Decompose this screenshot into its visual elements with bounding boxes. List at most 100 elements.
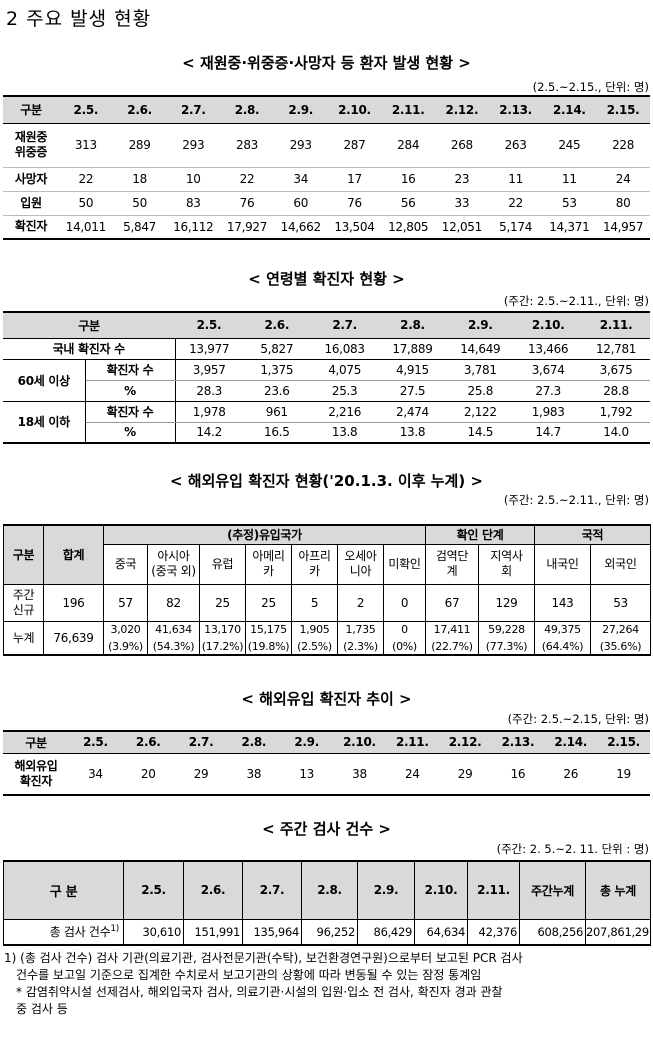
row-label: 입원 bbox=[3, 191, 59, 216]
table-cell: 13.8 bbox=[310, 422, 379, 444]
table-cell: 27,264 bbox=[590, 621, 652, 638]
column-subheader: 외국인 bbox=[590, 543, 652, 585]
table-cell: 25 bbox=[245, 583, 292, 622]
table5-unit: (주간: 2. 5.~2. 11. 단위 : 명) bbox=[496, 842, 649, 856]
table-cell: (19.8%) bbox=[245, 638, 292, 656]
column-header: 2.12. bbox=[435, 95, 489, 124]
table-cell: 14.7 bbox=[514, 422, 583, 444]
table-cell: 13,170 bbox=[199, 621, 246, 638]
table-row: 국내 확진자 수 13,977 5,827 16,083 17,889 14,649 13,… bbox=[3, 338, 650, 360]
table-cell: 22 bbox=[488, 191, 543, 216]
table-cell: 1,792 bbox=[582, 401, 650, 423]
table-cell: 608,256 bbox=[519, 918, 586, 946]
table-cell: 30,610 bbox=[123, 918, 184, 946]
table-cell: 0 bbox=[382, 583, 427, 622]
table1-unit: (2.5.~2.15., 단위: 명) bbox=[532, 80, 649, 94]
weekly-tests-table: 구 분 2.5. 2.6. 2.7. 2.8. 2.9. 2.10. 2.11. 주간누계 총 누… bbox=[3, 860, 651, 946]
table-cell: 16 bbox=[381, 167, 436, 192]
table-cell: 25 bbox=[199, 583, 246, 622]
table-cell: 2,216 bbox=[310, 401, 379, 423]
column-header: 2.7. bbox=[174, 730, 228, 754]
column-header: 2.6. bbox=[121, 730, 175, 754]
table-cell: 38 bbox=[333, 753, 386, 796]
row-label: 누계 bbox=[3, 620, 44, 656]
table-cell: 5,847 bbox=[112, 215, 167, 240]
table-cell: 67 bbox=[425, 583, 480, 622]
table-cell: 3,675 bbox=[582, 359, 650, 381]
table-cell: (22.7%) bbox=[425, 638, 480, 656]
table-row: 사망자 22 18 10 22 34 17 16 23 11 11 24 bbox=[3, 167, 650, 192]
table-cell: 17,889 bbox=[378, 338, 447, 360]
table-cell: 96,252 bbox=[301, 918, 358, 946]
table-cell: 287 bbox=[327, 123, 382, 168]
column-header: 2.11. bbox=[381, 95, 436, 124]
row-sublabel: % bbox=[85, 380, 176, 402]
table-cell: 10 bbox=[166, 167, 221, 192]
table-cell: (77.3%) bbox=[478, 638, 536, 656]
table-cell: 53 bbox=[542, 191, 597, 216]
table4-unit: (주간: 2.5.~2.15, 단위: 명) bbox=[507, 712, 649, 726]
table-cell: 3,957 bbox=[175, 359, 243, 381]
table-cell: 14,662 bbox=[273, 215, 328, 240]
table-cell: 50 bbox=[112, 191, 167, 216]
table-cell: 151,991 bbox=[183, 918, 243, 946]
table-cell: 16,083 bbox=[310, 338, 379, 360]
table-cell: 3,781 bbox=[446, 359, 515, 381]
table-cell: 313 bbox=[59, 123, 113, 168]
table-cell: 57 bbox=[103, 583, 148, 622]
table-row: 확진자 14,011 5,847 16,112 17,927 14,662 13,504 12… bbox=[3, 215, 650, 240]
column-header: 국적 bbox=[534, 524, 652, 545]
table-cell: 28.8 bbox=[582, 380, 650, 402]
table-cell: 228 bbox=[596, 123, 650, 168]
table-cell: 34 bbox=[273, 167, 328, 192]
column-header: 2.13. bbox=[488, 95, 543, 124]
table-cell: 1,983 bbox=[514, 401, 583, 423]
table-cell: 26 bbox=[544, 753, 598, 796]
table-cell: 42,376 bbox=[467, 918, 520, 946]
table-cell: 25.8 bbox=[446, 380, 515, 402]
row-label: 국내 확진자 수 bbox=[3, 338, 176, 360]
table-row: (3.9%) (54.3%) (17.2%) (19.8%) (2.5%) (2.3%)(… bbox=[4, 638, 652, 656]
column-header: 2.11. bbox=[385, 730, 439, 754]
column-header: 2.5. bbox=[69, 730, 122, 754]
table-row: % 28.3 23.6 25.3 27.5 25.8 27.3 28.8 bbox=[3, 380, 650, 402]
table-cell: 1,978 bbox=[175, 401, 243, 423]
column-header: 2.8. bbox=[301, 860, 358, 920]
table-header-row: 구분 2.5. 2.6. 2.7. 2.8. 2.9. 2.10. 2.11. bbox=[3, 311, 650, 339]
column-header: (추정)유입국가 bbox=[102, 524, 427, 545]
column-subheader: 유럽 bbox=[199, 543, 246, 585]
table-row: 60세 이상 확진자 수 3,957 1,375 4,075 4,915 3,781 3,67… bbox=[3, 359, 650, 402]
table-cell: 283 bbox=[220, 123, 274, 168]
table-cell: 284 bbox=[381, 123, 436, 168]
column-header: 주간누계 bbox=[519, 860, 586, 920]
table-cell: 263 bbox=[488, 123, 543, 168]
row-label: 60세 이상 bbox=[3, 359, 86, 402]
column-header: 2.6. bbox=[242, 311, 311, 339]
footnote-marker: 1) bbox=[110, 924, 119, 935]
row-label: 해외유입 확진자 bbox=[3, 753, 69, 796]
table-cell: 56 bbox=[381, 191, 436, 216]
table-cell: 25.3 bbox=[310, 380, 379, 402]
column-header: 2.13. bbox=[491, 730, 545, 754]
table-cell: 38 bbox=[227, 753, 281, 796]
table-row: 주간 신규 196 57 82 25 25 5 2 0 67 129 143 53 bbox=[3, 583, 652, 622]
row-label: 사망자 bbox=[3, 167, 59, 192]
table-cell: 13,466 bbox=[514, 338, 583, 360]
table-cell: (54.3%) bbox=[147, 638, 200, 656]
table-cell: 13 bbox=[280, 753, 334, 796]
table-cell: 245 bbox=[542, 123, 597, 168]
table2-unit: (주간: 2.5.~2.11., 단위: 명) bbox=[503, 294, 649, 308]
table-row: 총 검사 건수1) 30,610 151,991 135,964 96,252 86,42… bbox=[3, 918, 651, 946]
table-row: 누계 76,639 3,020 41,634 13,170 15,175 1,905 1,73… bbox=[3, 620, 652, 656]
table-header-row: 구 분 2.5. 2.6. 2.7. 2.8. 2.9. 2.10. 2.11. 주간누계 총 누… bbox=[3, 860, 651, 920]
table-cell: 34 bbox=[69, 753, 122, 796]
table-row: % 14.2 16.5 13.8 13.8 14.5 14.7 14.0 bbox=[3, 422, 650, 444]
table4-title: < 해외유입 확진자 추이 > bbox=[241, 690, 412, 708]
column-header: 2.8. bbox=[378, 311, 447, 339]
table-cell: 50 bbox=[59, 191, 113, 216]
table-cell: (35.6%) bbox=[590, 638, 652, 656]
table-cell: 20 bbox=[121, 753, 175, 796]
table-cell: 5 bbox=[291, 583, 338, 622]
table-cell: 13,977 bbox=[175, 338, 243, 360]
table-cell: 11 bbox=[542, 167, 597, 192]
